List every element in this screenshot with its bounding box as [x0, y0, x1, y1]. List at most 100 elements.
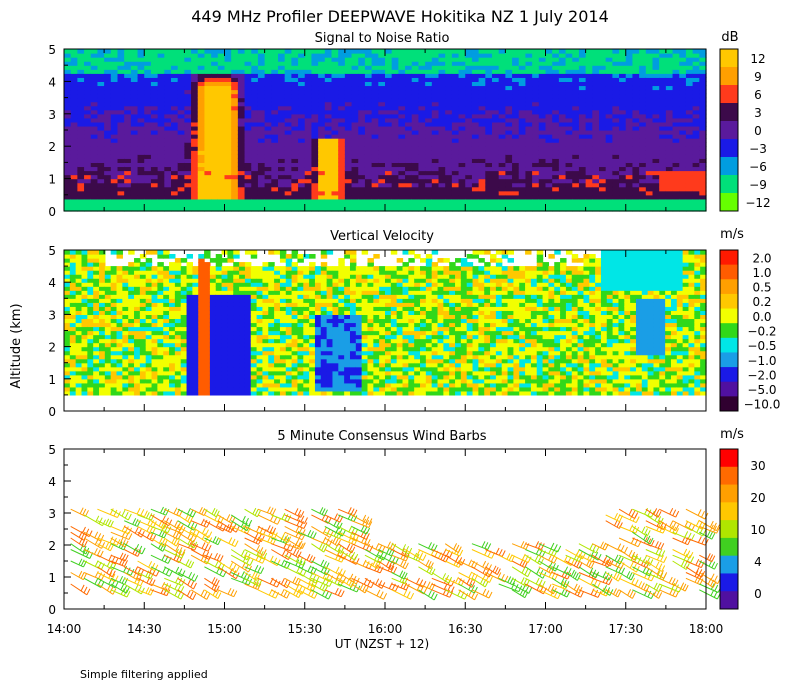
velocity-cell: [99, 326, 106, 332]
velocity-cell: [122, 306, 129, 311]
snr-cell: [211, 65, 219, 70]
velocity-cell: [139, 286, 147, 291]
velocity-cell: [239, 290, 246, 295]
snr-cell: [478, 158, 486, 163]
snr-cell: [625, 186, 634, 192]
snr-cell: [244, 121, 252, 127]
snr-cell: [672, 162, 680, 168]
snr-cell: [104, 49, 112, 54]
snr-cell: [197, 190, 206, 196]
velocity-cell: [110, 278, 118, 283]
velocity-cell: [174, 354, 182, 360]
snr-cell: [498, 202, 506, 208]
snr-cell: [338, 170, 346, 176]
velocity-cell: [69, 382, 77, 388]
snr-cell: [525, 49, 533, 54]
snr-cell: [485, 182, 493, 188]
velocity-cell: [151, 382, 158, 388]
snr-cell: [545, 146, 553, 151]
snr-cell: [685, 138, 694, 143]
snr-cell: [478, 146, 486, 151]
snr-cell: [164, 125, 172, 131]
velocity-cell: [128, 322, 135, 328]
snr-cell: [619, 134, 627, 139]
snr-cell: [331, 101, 339, 107]
snr-cell: [144, 53, 152, 58]
snr-cell: [191, 166, 199, 172]
velocity-cell: [163, 378, 170, 384]
snr-cell: [532, 178, 540, 184]
velocity-cell: [157, 306, 164, 311]
snr-cell: [492, 158, 500, 163]
snr-cell: [679, 194, 687, 200]
snr-cell: [70, 142, 78, 147]
snr-cell: [271, 65, 279, 70]
snr-cell: [324, 154, 333, 159]
snr-cell: [271, 117, 279, 123]
snr-cell: [130, 154, 139, 159]
velocity-cell: [145, 266, 153, 271]
snr-cell: [358, 206, 366, 212]
snr-cell: [505, 113, 513, 119]
snr-cell: [525, 105, 533, 111]
velocity-cell: [180, 278, 188, 283]
snr-cell: [605, 178, 613, 184]
snr-cell: [344, 61, 353, 66]
snr-cell: [612, 121, 620, 127]
snr-cell: [257, 186, 266, 192]
snr-cell: [171, 117, 179, 123]
snr-cell: [64, 49, 72, 54]
snr-cell: [632, 206, 640, 212]
snr-cell: [425, 89, 433, 95]
snr-cell: [512, 166, 520, 172]
snr-cell: [204, 146, 212, 151]
snr-cell: [385, 150, 393, 155]
velocity-cell: [116, 386, 123, 392]
snr-cell: [679, 93, 687, 99]
snr-cell: [311, 158, 319, 163]
velocity-cell: [233, 250, 240, 255]
snr-cell: [558, 97, 567, 103]
snr-cell: [378, 73, 386, 78]
snr-cell: [405, 57, 413, 62]
snr-cell: [150, 142, 159, 147]
velocity-cell: [104, 322, 112, 328]
snr-cell: [264, 113, 272, 119]
snr-cell: [679, 69, 687, 74]
snr-cell: [278, 134, 286, 139]
snr-cell: [679, 190, 687, 196]
velocity-cell: [233, 338, 240, 344]
snr-cell: [191, 89, 199, 95]
snr-cell: [639, 138, 647, 143]
snr-cell: [411, 150, 420, 155]
snr-cell: [191, 117, 199, 123]
snr-cell: [104, 142, 112, 147]
snr-cell: [425, 125, 433, 131]
snr-cell: [184, 121, 192, 127]
velocity-cell: [163, 282, 170, 287]
snr-cell: [445, 158, 453, 163]
snr-cell: [471, 93, 480, 99]
snr-cell: [692, 53, 700, 58]
snr-cell: [164, 162, 172, 168]
snr-cell: [512, 194, 520, 200]
velocity-cell: [227, 370, 234, 376]
snr-cell: [77, 77, 85, 82]
snr-cell: [171, 109, 179, 115]
snr-cell: [545, 130, 553, 135]
snr-cell: [364, 77, 373, 82]
snr-cell: [625, 117, 634, 123]
snr-cell: [371, 113, 379, 119]
snr-cell: [451, 57, 460, 62]
snr-cell: [545, 158, 553, 163]
snr-cell: [458, 146, 466, 151]
snr-cell: [465, 134, 473, 139]
snr-cell: [465, 53, 473, 58]
snr-cell: [371, 85, 379, 91]
velocity-cell: [239, 314, 246, 320]
snr-cell: [284, 81, 292, 87]
snr-cell: [625, 134, 634, 139]
velocity-cell: [233, 310, 240, 316]
velocity-cell: [157, 390, 164, 396]
snr-cell: [425, 101, 433, 107]
